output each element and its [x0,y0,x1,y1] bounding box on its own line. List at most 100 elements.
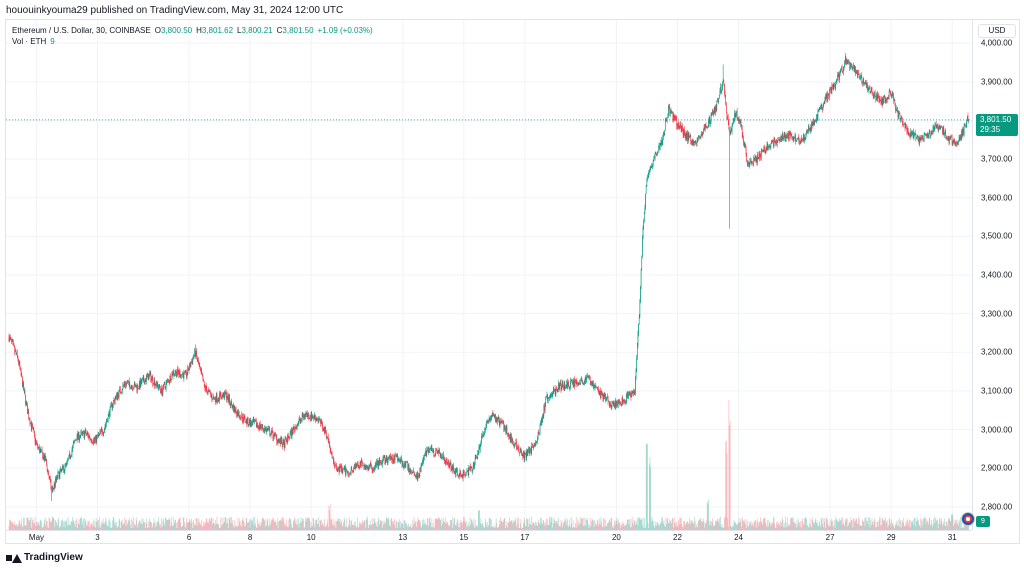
candle-body [634,392,636,394]
candle-body [661,140,662,145]
volume-bar [46,521,47,530]
time-axis[interactable]: May 3 6 8 10 13 15 17 20 22 24 27 29 31 [6,530,972,544]
candle-body [299,418,300,421]
volume-bar [132,520,133,530]
candle-body [857,72,858,77]
close-value: 3,801.50 [282,26,314,35]
candle-body [695,141,697,143]
volume-bar [470,519,472,530]
candle-body [387,457,388,463]
volume-bar [457,520,459,530]
volume-bar [919,518,921,530]
candle-body [32,424,33,428]
candle-body [868,87,870,90]
candle-body [227,394,229,399]
us-flag-icon[interactable] [961,512,975,526]
candle-body [358,466,360,468]
price-axis[interactable]: 2,800.00 2,900.00 3,000.00 3,100.00 3,200.00… [972,20,1020,530]
candle-body [890,90,891,95]
candle-body [245,421,246,423]
volume-bar [401,524,402,530]
volume-bar [893,528,895,530]
volume-bar [836,518,838,530]
candle-body [795,140,797,142]
volume-bar [139,520,140,530]
candle-body [140,380,142,384]
candle-body [945,131,947,136]
volume-bar [340,518,342,530]
chart-plot-area[interactable] [6,20,972,530]
candle-body [297,425,299,426]
candle-body [131,386,133,387]
volume-bar [342,525,344,530]
candle-body [385,458,387,461]
candle-body [294,427,296,431]
volume-bar [495,527,496,530]
volume-bar [56,523,58,530]
volume-bar [561,522,562,530]
volume-bar [580,523,582,530]
volume-bar [905,520,907,530]
footer-brand[interactable]: TradingView [6,552,83,563]
candle-body [769,145,770,147]
candle-body [284,439,286,449]
candle-body [430,447,432,449]
candle-body [862,81,863,83]
volume-bar [825,518,827,530]
candle-body [58,471,60,479]
candle-body [490,416,492,419]
volume-tag: 9 [976,516,990,527]
candle-body [953,142,954,144]
volume-label[interactable]: Vol · ETH [12,37,47,46]
candle-body [107,420,108,422]
volume-bar [275,520,276,530]
volume-bar [546,525,548,530]
volume-bar [853,518,854,530]
price-chart[interactable] [6,20,972,530]
volume-bar [425,523,426,530]
candle-body [482,433,484,436]
candle-body [821,104,823,108]
candle-body [644,207,646,212]
candle-body [858,73,860,78]
volume-bar [194,525,196,530]
volume-bar [217,523,219,530]
volume-bar [831,521,833,530]
volume-bar [93,519,94,530]
candle-body [428,449,430,453]
candle-body [857,73,859,77]
volume-bar [778,523,780,530]
symbol-title[interactable]: Ethereum / U.S. Dollar, 30, COINBASE [12,26,151,35]
volume-bar [874,520,876,530]
candle-body [20,367,21,369]
candle-body [471,467,473,472]
volume-bar [270,525,271,530]
volume-bar [839,518,840,530]
volume-bar [876,522,878,530]
volume-bar [918,520,919,530]
candle-body [36,443,38,444]
candle-body [346,469,347,471]
volume-bar [696,523,698,530]
candle-body [577,383,578,385]
volume-bar [897,526,898,530]
volume-bar [728,399,730,530]
currency-button[interactable]: USD [978,24,1016,38]
candle-body [451,467,452,471]
candle-body [827,93,829,94]
volume-bar [935,521,937,530]
volume-bar [866,517,868,530]
candle-body [521,450,522,456]
candle-body [595,384,596,387]
candle-body [418,476,420,477]
volume-bar [249,519,250,530]
candle-body [465,472,467,476]
volume-bar [699,519,701,530]
candle-body [624,402,626,404]
volume-bar [371,524,372,530]
volume-bar [34,523,35,530]
volume-bar [338,521,340,530]
candle-body [170,379,172,382]
candle-body [636,358,637,370]
volume-bar [174,520,176,530]
